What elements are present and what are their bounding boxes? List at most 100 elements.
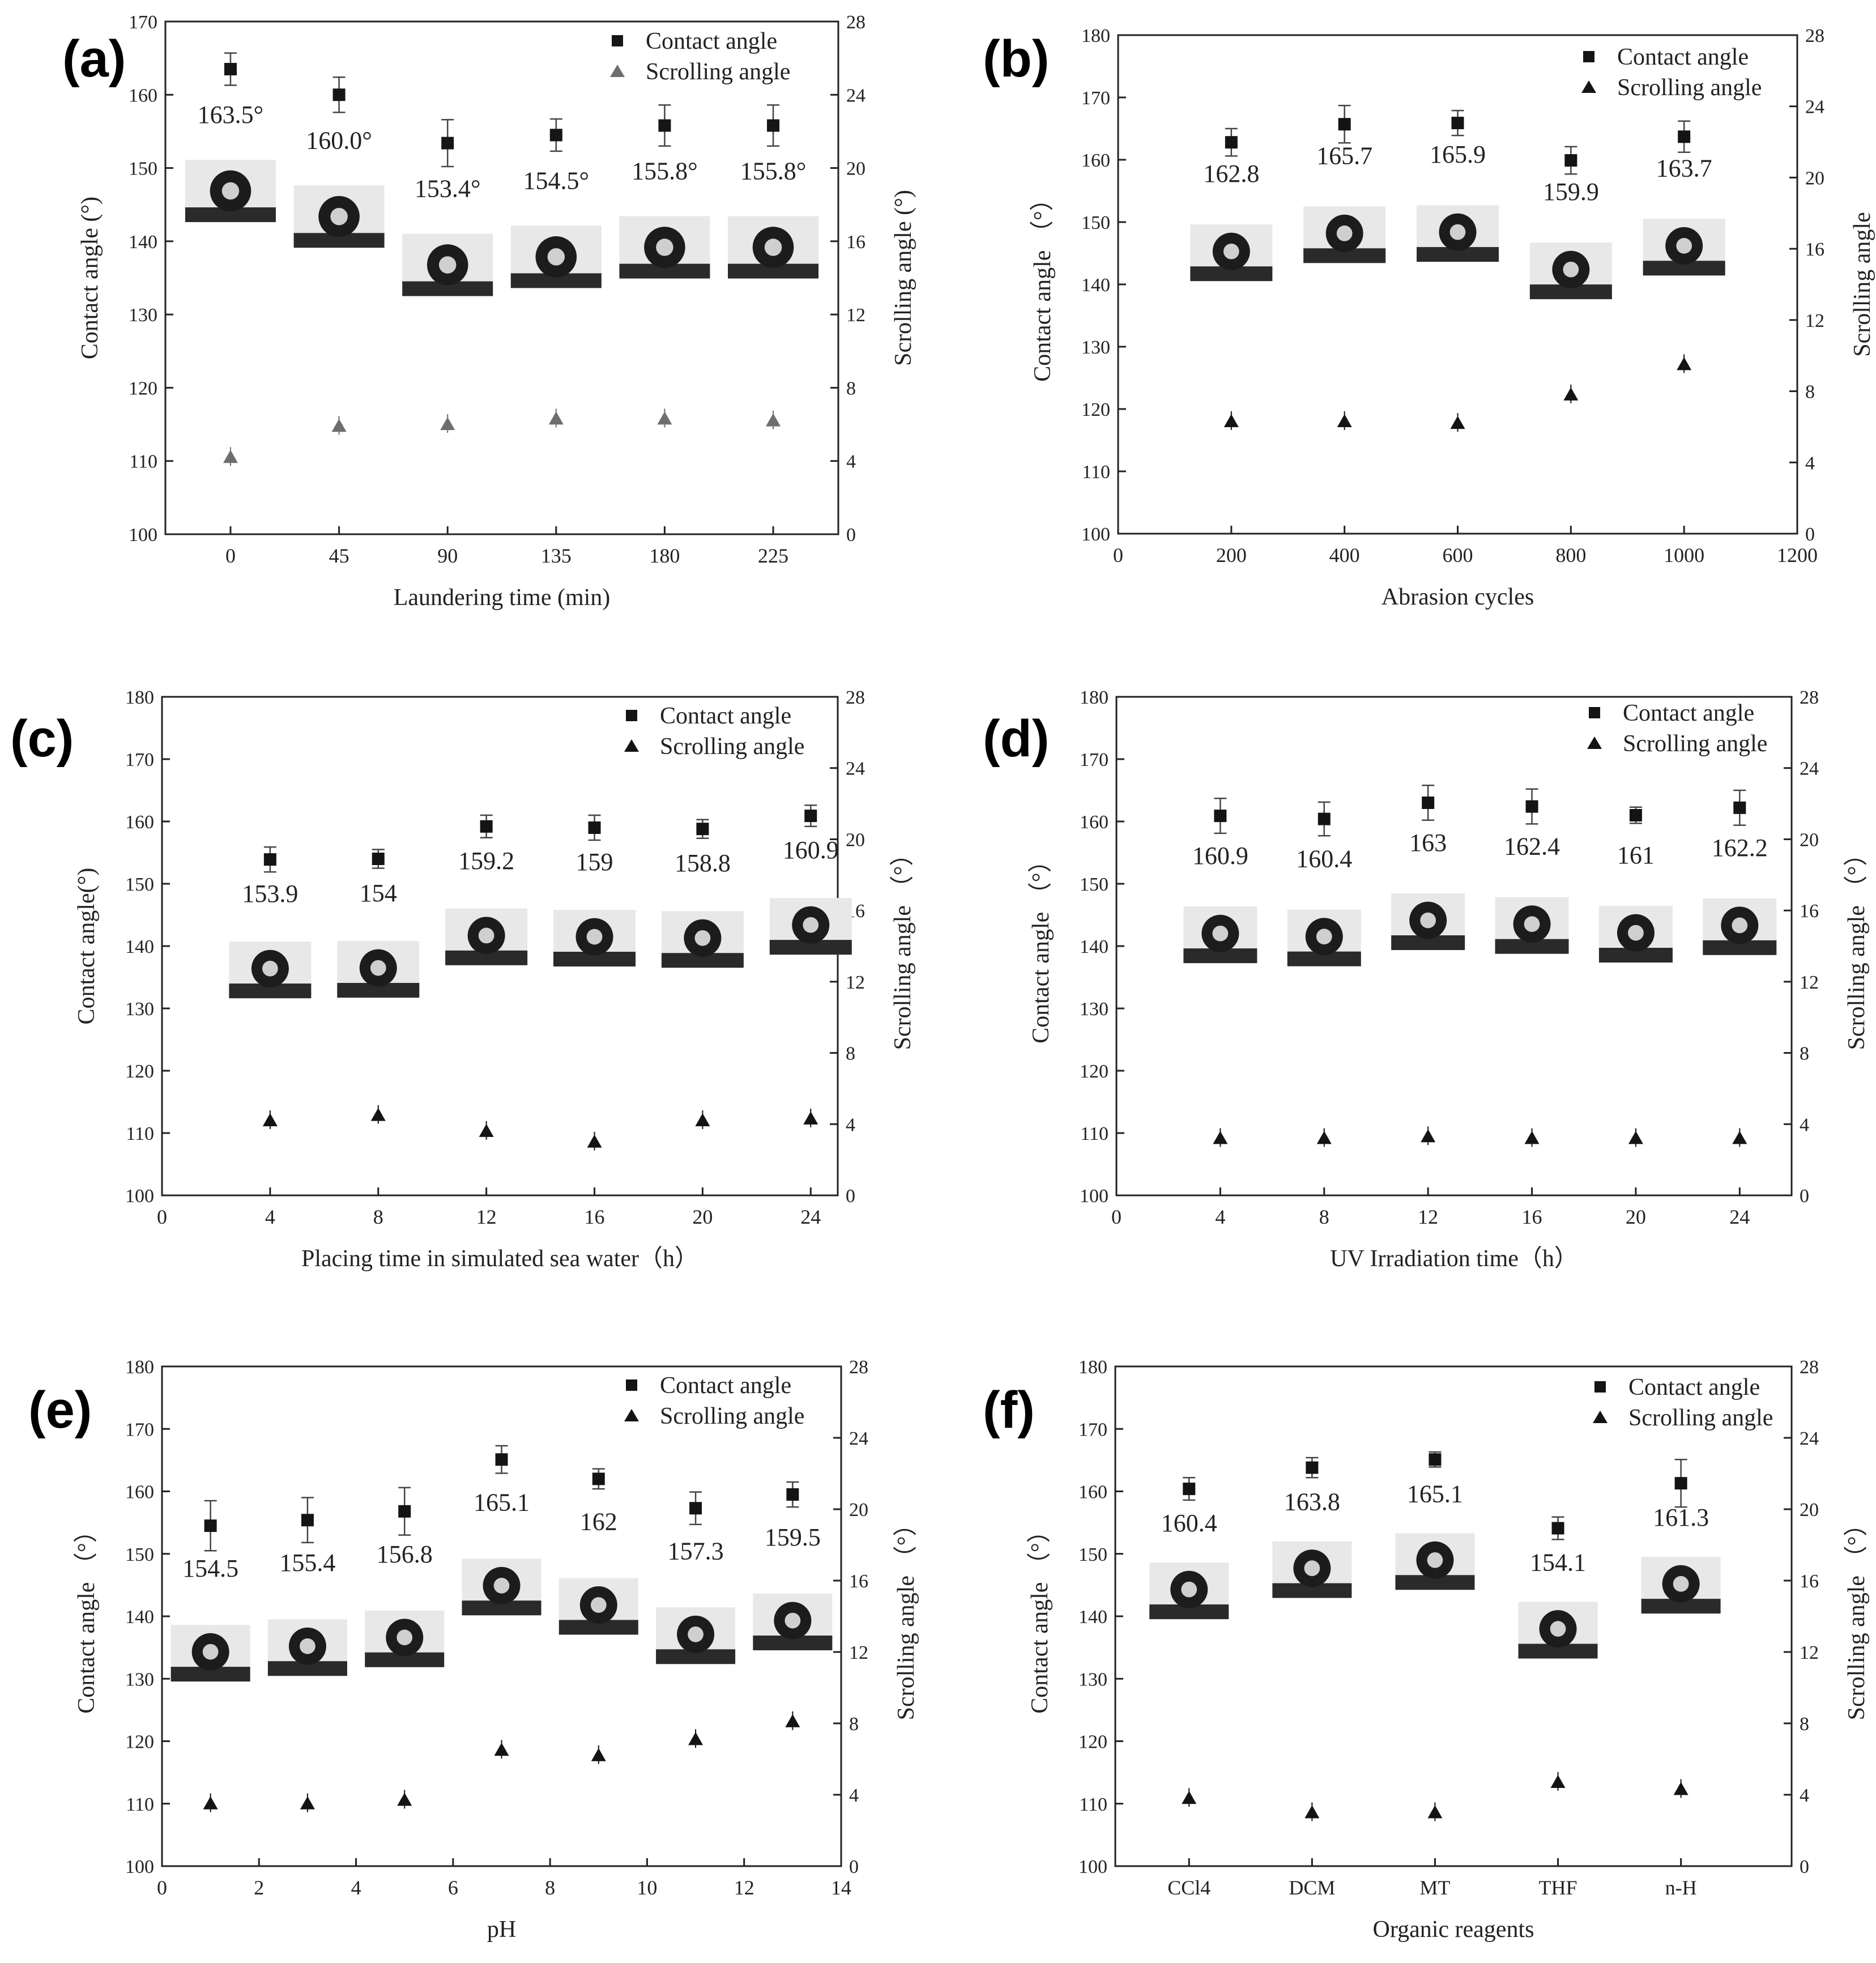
y-tick-label: 130: [1080, 999, 1108, 1020]
y-axis-title: Contact angle （°）: [1030, 187, 1056, 381]
y-tick-label: 180: [125, 1357, 154, 1378]
legend-contact-marker: [1594, 1381, 1606, 1393]
x-tick-label: 1000: [1664, 544, 1704, 567]
y-tick-label: 110: [126, 1794, 154, 1815]
droplet-highlight: [1316, 929, 1332, 945]
y2-tick-label: 8: [1805, 382, 1815, 403]
data-label: 155.8°: [740, 157, 807, 185]
y-tick-label: 160: [1080, 812, 1108, 833]
droplet-highlight: [330, 207, 348, 225]
droplet-inset: [728, 216, 819, 279]
droplet-inset: [1391, 893, 1465, 950]
droplet-inset: [267, 1619, 347, 1676]
y-tick-label: 170: [1078, 1419, 1107, 1440]
x-tick-label: 90: [437, 544, 458, 567]
x-tick-label: 180: [649, 544, 680, 567]
droplet-highlight: [1304, 1560, 1320, 1577]
y2-tick-label: 28: [846, 12, 865, 33]
legend-scroll-label: Scrolling angle: [1623, 731, 1767, 757]
legend-contact-label: Contact angle: [1617, 44, 1749, 70]
contact-angle-point: [263, 853, 276, 866]
chart-panel-a: (a) 100 110 120 130 140 150 160 170 0 4 8 12 16 20 24 28…: [62, 12, 916, 611]
droplet-highlight: [1427, 1552, 1443, 1568]
data-label: 165.9: [1430, 140, 1486, 168]
droplet-inset: [1303, 206, 1386, 263]
contact-angle-point: [332, 88, 346, 101]
y2-tick-label: 16: [1800, 1571, 1819, 1592]
y-tick-label: 160: [125, 812, 154, 833]
y-tick-label: 120: [1080, 1061, 1108, 1082]
y-tick-label: 150: [1078, 1544, 1107, 1565]
droplet-inset: [558, 1578, 638, 1635]
y2-tick-label: 16: [1800, 901, 1819, 922]
x-tick-label: CCl4: [1167, 1876, 1210, 1899]
droplet-highlight: [1550, 1621, 1566, 1637]
droplet-highlight: [1732, 917, 1748, 934]
droplet-inset: [553, 910, 636, 966]
contact-angle-point: [224, 63, 237, 76]
y-tick-label: 110: [1082, 462, 1110, 483]
y-tick-label: 140: [125, 1607, 154, 1628]
data-label: 160.9: [1192, 842, 1248, 870]
y-tick-label: 100: [125, 1186, 154, 1207]
data-label: 154: [360, 879, 397, 907]
data-label: 153.4°: [415, 175, 481, 203]
x-tick-label: n-H: [1665, 1876, 1697, 1899]
droplet-inset: [365, 1610, 445, 1667]
contact-angle-point: [689, 1502, 702, 1515]
legend-contact-marker: [612, 35, 623, 46]
droplet-highlight: [300, 1638, 315, 1654]
contact-angle-point: [1525, 800, 1538, 813]
legend-scroll-marker: [624, 739, 639, 752]
y2-tick-label: 4: [849, 1785, 859, 1806]
droplet-highlight: [1420, 912, 1436, 929]
y-tick-label: 130: [125, 999, 154, 1020]
legend-scroll-marker: [610, 65, 625, 77]
y-tick-label: 150: [1081, 212, 1110, 233]
x-tick-label: 800: [1555, 544, 1586, 567]
x-tick-label: 200: [1216, 544, 1247, 567]
y2-tick-label: 0: [846, 1186, 855, 1207]
y-tick-label: 180: [1081, 25, 1110, 46]
y-tick-label: 150: [125, 1544, 154, 1565]
y2-axis-title: Scrolling angle （°）: [1844, 1513, 1870, 1721]
y-tick-label: 120: [1078, 1732, 1107, 1753]
legend-scroll-marker: [1587, 736, 1602, 749]
droplet-inset: [1272, 1541, 1352, 1598]
x-axis-title: UV Irradiation time（h）: [1330, 1246, 1578, 1272]
y-tick-label: 150: [125, 874, 154, 895]
data-label: 159.9: [1543, 178, 1599, 206]
y-tick-label: 170: [125, 1419, 154, 1440]
y2-tick-label: 24: [846, 85, 865, 106]
x-tick-label: 10: [637, 1876, 657, 1899]
data-label: 160.0°: [306, 126, 372, 154]
data-label: 159.2: [458, 847, 514, 875]
droplet-highlight: [262, 960, 278, 977]
data-label: 154.5°: [523, 167, 590, 194]
y2-tick-label: 12: [846, 972, 865, 993]
droplet-inset: [769, 898, 852, 955]
y-tick-label: 150: [129, 159, 157, 180]
x-tick-label: 8: [545, 1876, 555, 1899]
y-tick-label: 110: [1080, 1123, 1108, 1144]
droplet-inset: [1183, 906, 1257, 964]
data-label: 163.5°: [198, 101, 264, 129]
droplet-highlight: [1676, 238, 1692, 254]
data-label: 158.8: [675, 849, 731, 877]
data-label: 154.1: [1530, 1549, 1586, 1577]
droplet-inset: [619, 216, 710, 279]
droplet-highlight: [784, 1612, 801, 1629]
legend-scroll-marker: [1593, 1411, 1608, 1423]
droplet-highlight: [1673, 1575, 1689, 1592]
data-label: 161: [1617, 841, 1655, 869]
contact-angle-point: [301, 1514, 314, 1527]
y2-tick-label: 16: [1805, 239, 1824, 260]
y2-tick-label: 16: [846, 232, 865, 253]
y2-tick-label: 0: [849, 1856, 859, 1877]
droplet-highlight: [202, 1643, 219, 1660]
y2-tick-label: 28: [1805, 25, 1824, 46]
x-tick-label: 0: [157, 1876, 167, 1899]
x-axis-title: Organic reagents: [1373, 1917, 1534, 1943]
contact-angle-point: [495, 1453, 508, 1466]
